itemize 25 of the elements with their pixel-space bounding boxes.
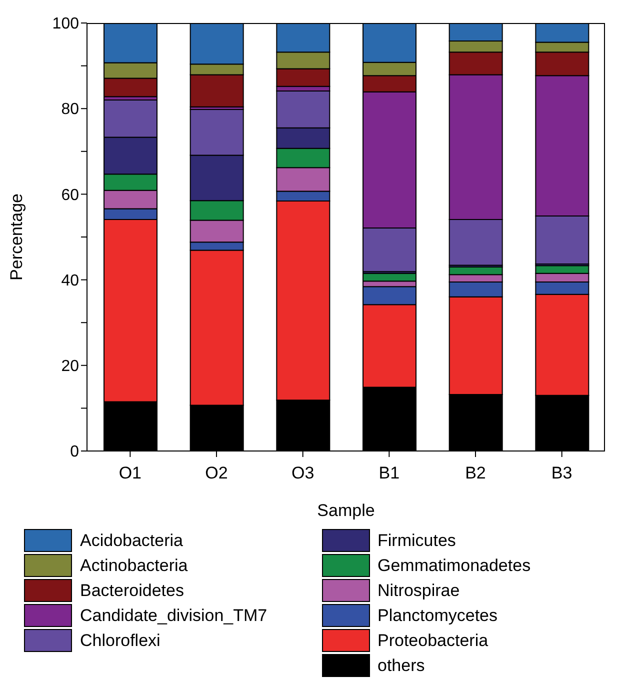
- legend-label: Nitrospirae: [378, 580, 460, 600]
- legend-label: Acidobacteria: [80, 530, 184, 550]
- legend-label: Planctomycetes: [378, 606, 498, 626]
- x-tick-label: O1: [118, 464, 142, 483]
- legend-label: Gemmatimonadetes: [378, 556, 531, 576]
- y-tick-label: 60: [61, 186, 80, 204]
- x-axis-title: Sample: [317, 501, 375, 520]
- x-tick-label: O2: [205, 464, 228, 483]
- legend-label: Actinobacteria: [80, 556, 188, 576]
- y-tick-label: 80: [61, 101, 80, 118]
- legend-label: Chloroflexi: [80, 630, 160, 650]
- y-axis-title: Percentage: [7, 194, 26, 280]
- y-tick-label: 20: [61, 358, 80, 375]
- legend-label: others: [378, 656, 425, 676]
- x-tick-label: B2: [465, 464, 486, 483]
- y-tick-label: 100: [52, 16, 80, 33]
- y-tick-label: 0: [70, 444, 80, 461]
- legend-label: Candidate_division_TM7: [80, 606, 268, 626]
- legend-label: Firmicutes: [378, 530, 456, 550]
- legend-label: Proteobacteria: [378, 630, 488, 650]
- y-tick-label: 40: [61, 272, 80, 290]
- x-tick-label: B3: [551, 464, 572, 483]
- x-tick-label: O3: [291, 464, 314, 483]
- x-tick-label: B1: [378, 464, 400, 483]
- legend-label: Bacteroidetes: [80, 580, 184, 600]
